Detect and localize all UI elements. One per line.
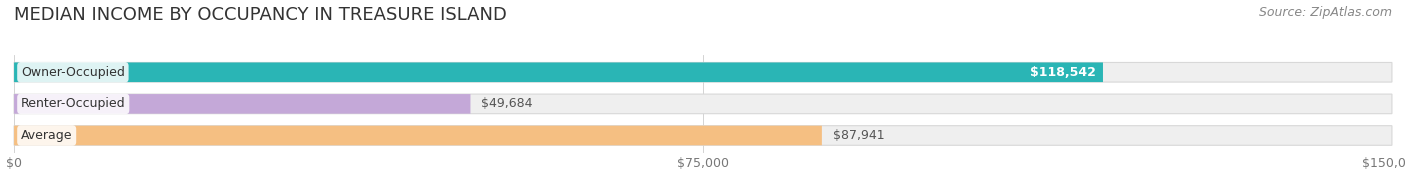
FancyBboxPatch shape bbox=[14, 63, 1102, 82]
FancyBboxPatch shape bbox=[14, 94, 1392, 114]
FancyBboxPatch shape bbox=[14, 63, 1392, 82]
Text: Source: ZipAtlas.com: Source: ZipAtlas.com bbox=[1258, 6, 1392, 19]
FancyBboxPatch shape bbox=[14, 126, 823, 145]
Text: Owner-Occupied: Owner-Occupied bbox=[21, 66, 125, 79]
FancyBboxPatch shape bbox=[14, 94, 471, 114]
Text: Average: Average bbox=[21, 129, 73, 142]
Text: Renter-Occupied: Renter-Occupied bbox=[21, 97, 125, 110]
Text: $118,542: $118,542 bbox=[1031, 66, 1097, 79]
Text: $87,941: $87,941 bbox=[832, 129, 884, 142]
FancyBboxPatch shape bbox=[14, 126, 1392, 145]
Text: $49,684: $49,684 bbox=[481, 97, 533, 110]
Text: MEDIAN INCOME BY OCCUPANCY IN TREASURE ISLAND: MEDIAN INCOME BY OCCUPANCY IN TREASURE I… bbox=[14, 6, 508, 24]
